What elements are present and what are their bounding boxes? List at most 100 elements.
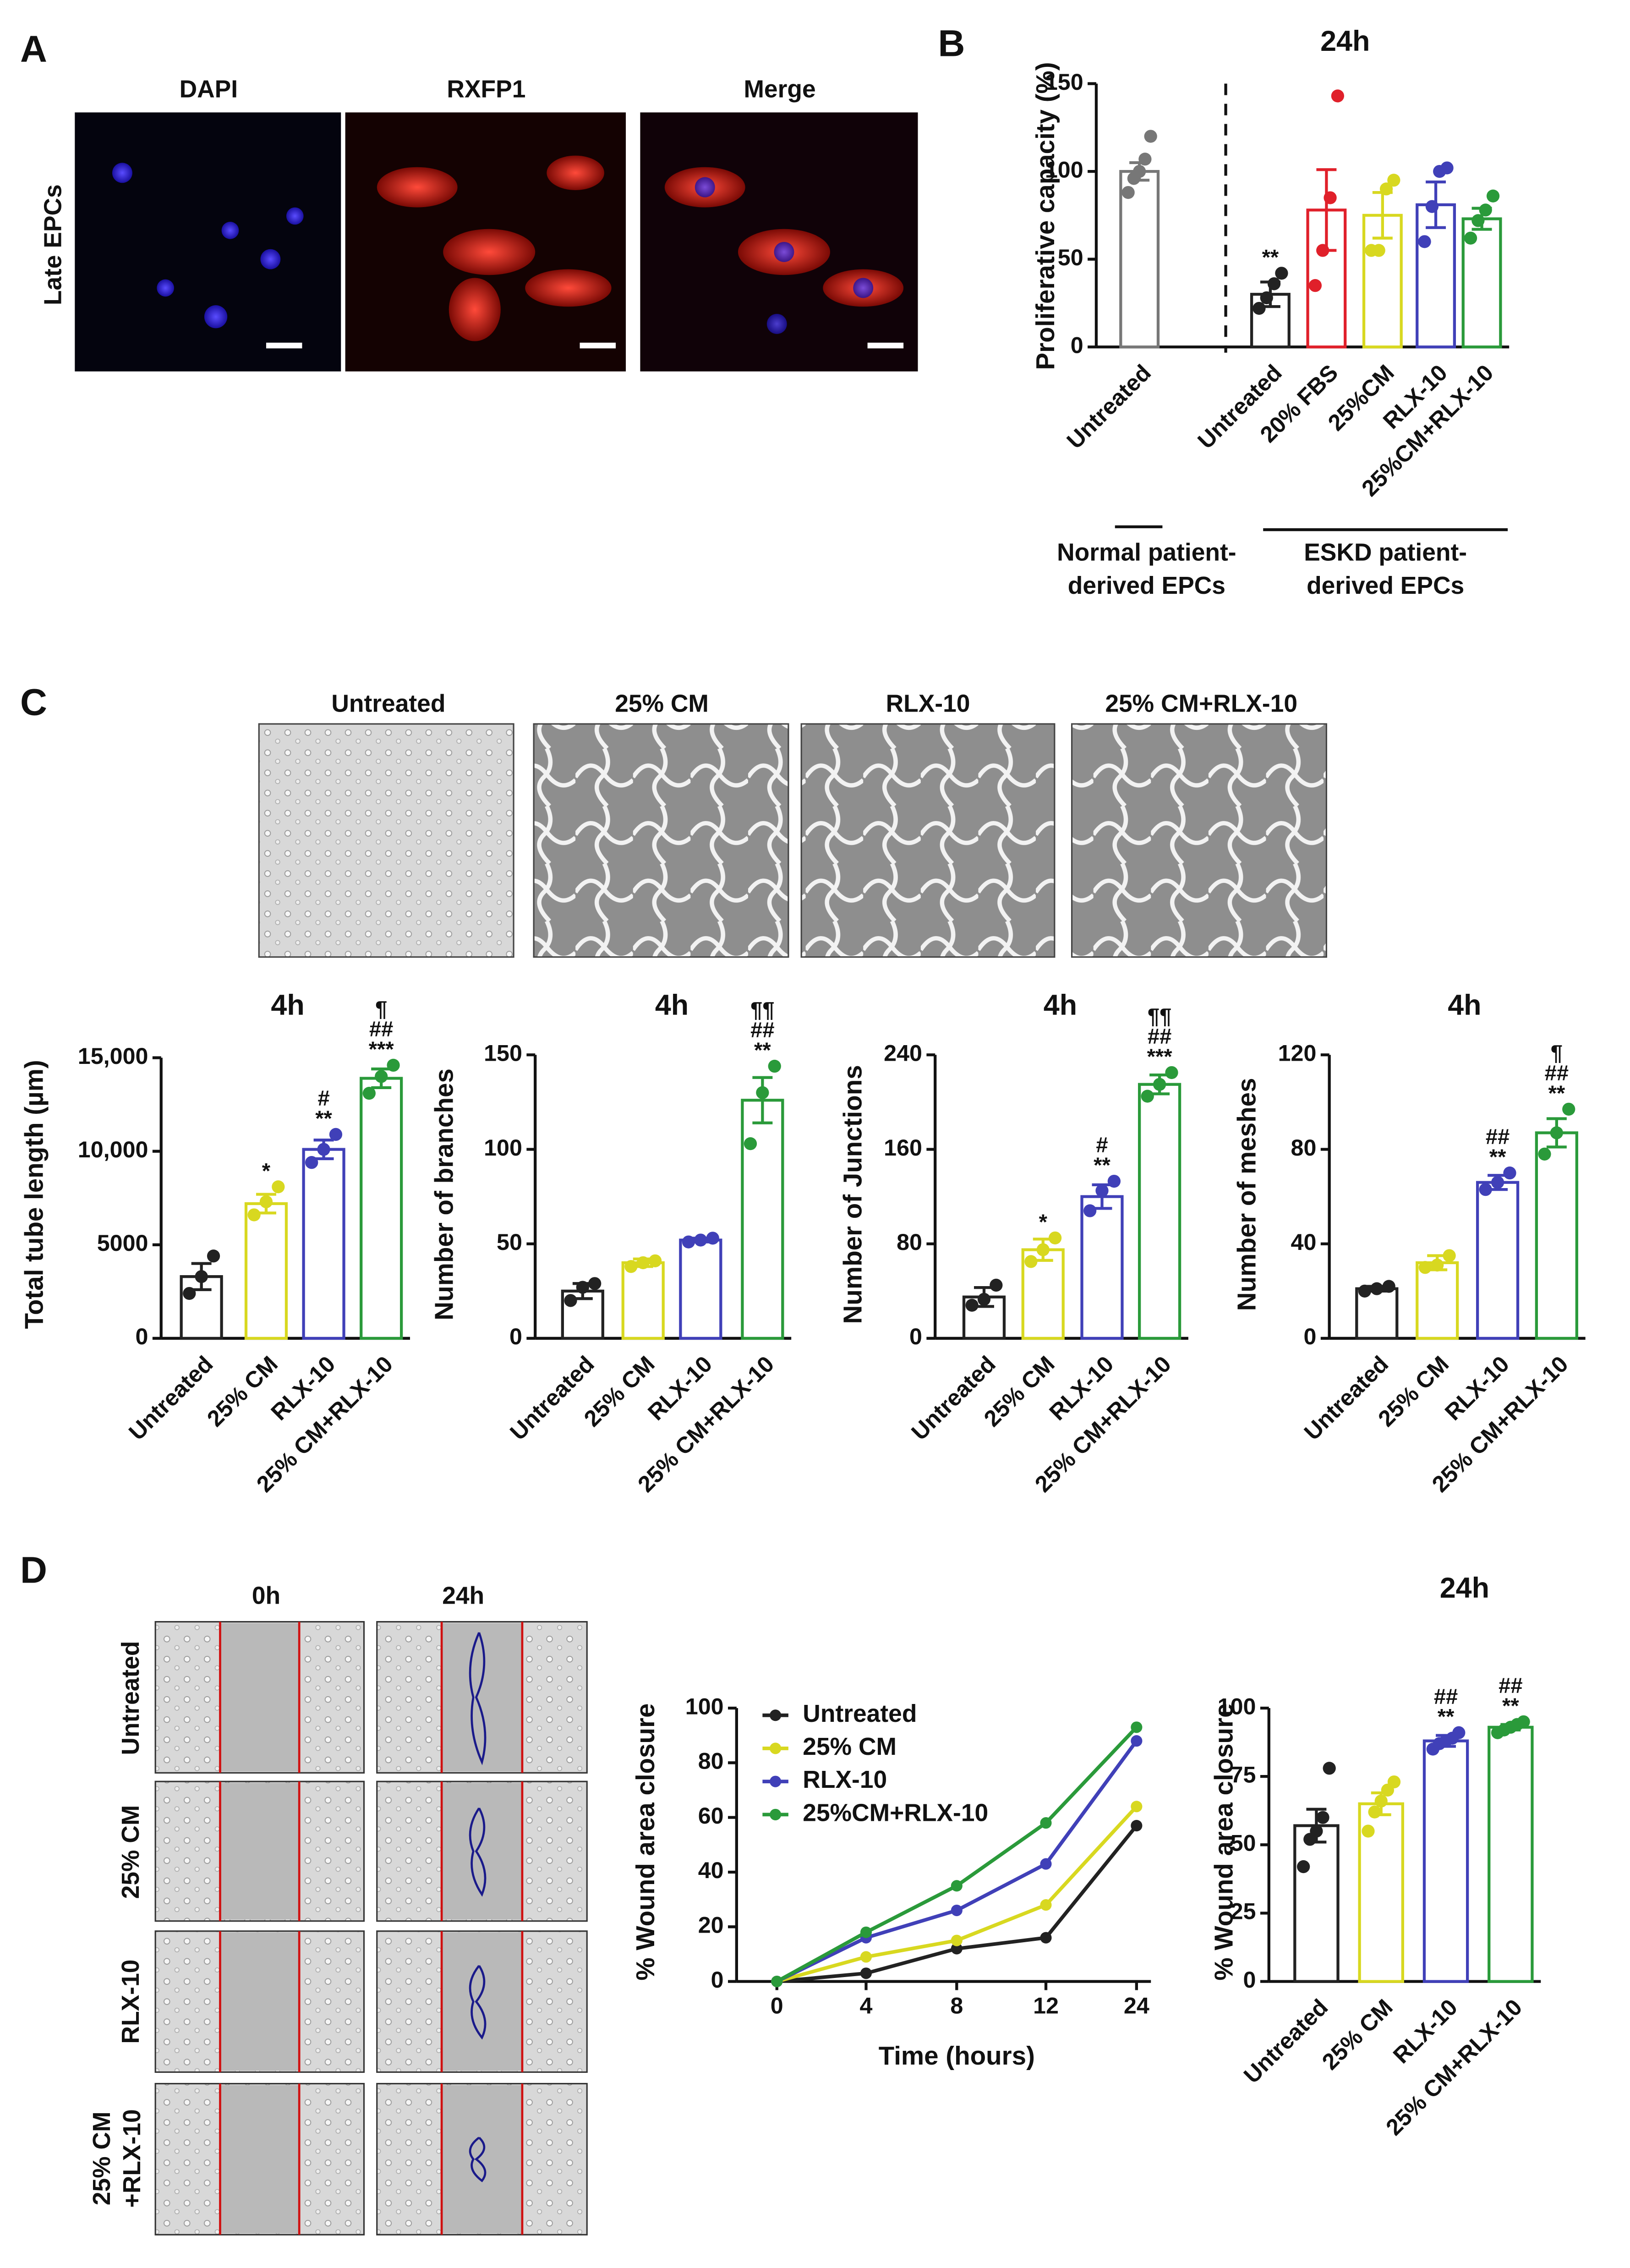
series-line bbox=[777, 1824, 1138, 1983]
image-column-label: DAPI bbox=[180, 76, 238, 103]
wound-gap bbox=[442, 2085, 522, 2234]
data-point bbox=[1121, 186, 1135, 199]
x-tick-label: 12 bbox=[1033, 1993, 1059, 2018]
image-column-label: 0h bbox=[252, 1582, 280, 1609]
significance-label: *** bbox=[1147, 1044, 1173, 1068]
y-tick-label: 5000 bbox=[97, 1230, 148, 1256]
data-point bbox=[305, 1156, 318, 1169]
data-point bbox=[1479, 203, 1492, 217]
data-point bbox=[1267, 277, 1281, 290]
chart-title: 4h bbox=[655, 989, 689, 1021]
wound-outline bbox=[469, 1807, 487, 1897]
nucleus bbox=[112, 163, 132, 183]
chart-title: 4h bbox=[271, 989, 304, 1021]
significance-label: ¶ bbox=[1551, 1041, 1563, 1065]
data-point bbox=[1358, 1284, 1372, 1298]
nucleus bbox=[157, 279, 174, 297]
nucleus bbox=[853, 278, 874, 298]
y-tick-label: 0 bbox=[509, 1324, 522, 1349]
data-point bbox=[706, 1232, 719, 1245]
image bbox=[258, 723, 514, 958]
cell bbox=[377, 167, 458, 208]
data-point bbox=[1260, 291, 1273, 305]
x-tick-label: Untreated bbox=[1062, 360, 1156, 454]
bar bbox=[679, 1238, 722, 1340]
significance-label: ** bbox=[1262, 245, 1279, 269]
data-point bbox=[756, 1086, 769, 1099]
nucleus bbox=[221, 222, 239, 239]
wound-outline bbox=[469, 1632, 487, 1765]
micrograph bbox=[640, 112, 918, 372]
bar bbox=[741, 1099, 784, 1340]
data-point bbox=[1562, 1102, 1575, 1116]
data-point bbox=[1165, 1066, 1178, 1079]
series-point bbox=[951, 1943, 963, 1955]
bar bbox=[244, 1202, 288, 1340]
panel-label: C bbox=[20, 682, 47, 723]
chart-title: 24h bbox=[1440, 1572, 1489, 1604]
y-axis-label: % Wound area closure bbox=[631, 1703, 660, 1980]
x-tick-label: Untreated bbox=[1299, 1351, 1393, 1445]
wound-gap bbox=[220, 1783, 300, 1920]
significance-label: ** bbox=[1094, 1153, 1110, 1177]
image-row-label: +RLX-10 bbox=[119, 2109, 146, 2208]
error-bar bbox=[752, 1076, 773, 1124]
data-point bbox=[362, 1086, 376, 1100]
image bbox=[800, 723, 1056, 958]
x-tick-label: 0 bbox=[771, 1993, 783, 2018]
y-tick-label: 75 bbox=[1231, 1762, 1256, 1787]
y-tick-label: 0 bbox=[1243, 1967, 1256, 1993]
data-point bbox=[195, 1270, 208, 1283]
legend-marker bbox=[770, 1775, 782, 1787]
data-point bbox=[1138, 153, 1152, 166]
data-point bbox=[1316, 244, 1329, 257]
x-tick-label: 25% CM bbox=[202, 1351, 283, 1432]
image-column-label: Untreated bbox=[331, 690, 445, 717]
x-tick-label: Untreated bbox=[124, 1351, 218, 1445]
data-point bbox=[387, 1058, 400, 1072]
data-point bbox=[648, 1254, 662, 1267]
data-point bbox=[247, 1208, 261, 1222]
y-tick-label: 40 bbox=[698, 1857, 724, 1883]
data-point bbox=[1418, 235, 1431, 248]
data-point bbox=[259, 1195, 273, 1209]
significance-label: ## bbox=[369, 1017, 393, 1041]
y-tick-label: 50 bbox=[497, 1229, 522, 1255]
data-point bbox=[1324, 191, 1337, 204]
data-point bbox=[1372, 244, 1385, 257]
significance-label: ** bbox=[1548, 1081, 1565, 1105]
data-point bbox=[1464, 231, 1477, 245]
y-axis-label: Proliferative capacity (%) bbox=[1031, 62, 1060, 370]
image-column-label: 25% CM bbox=[615, 690, 709, 717]
data-point bbox=[1297, 1860, 1310, 1874]
series-point bbox=[1040, 1817, 1052, 1829]
data-point bbox=[1479, 1183, 1492, 1196]
data-point bbox=[682, 1235, 695, 1249]
data-point bbox=[1362, 1824, 1375, 1838]
wound-gap bbox=[220, 1623, 300, 1772]
nucleus bbox=[286, 207, 304, 225]
bar bbox=[1080, 1195, 1124, 1340]
data-point bbox=[1153, 1078, 1166, 1091]
nucleus bbox=[774, 241, 794, 262]
data-point bbox=[272, 1180, 285, 1194]
data-point bbox=[329, 1128, 343, 1141]
y-tick-label: 20 bbox=[698, 1912, 724, 1938]
wound-images bbox=[154, 1621, 588, 2235]
wound-gap bbox=[220, 2085, 300, 2234]
y-tick-label: 80 bbox=[698, 1748, 724, 1774]
bar bbox=[1119, 170, 1160, 349]
significance-label: ** bbox=[315, 1106, 332, 1130]
x-tick-label: Untreated bbox=[1239, 1994, 1333, 2088]
x-tick-label: 24 bbox=[1124, 1993, 1149, 2018]
bar bbox=[1535, 1131, 1578, 1340]
nucleus bbox=[260, 249, 281, 269]
significance-label: * bbox=[262, 1158, 271, 1183]
data-point bbox=[1316, 1811, 1329, 1824]
data-point bbox=[1374, 1794, 1388, 1808]
y-tick-label: 0 bbox=[711, 1967, 724, 1993]
wound-gap bbox=[220, 1932, 300, 2071]
significance-label: ¶ bbox=[375, 997, 387, 1021]
bar bbox=[1416, 1261, 1459, 1340]
